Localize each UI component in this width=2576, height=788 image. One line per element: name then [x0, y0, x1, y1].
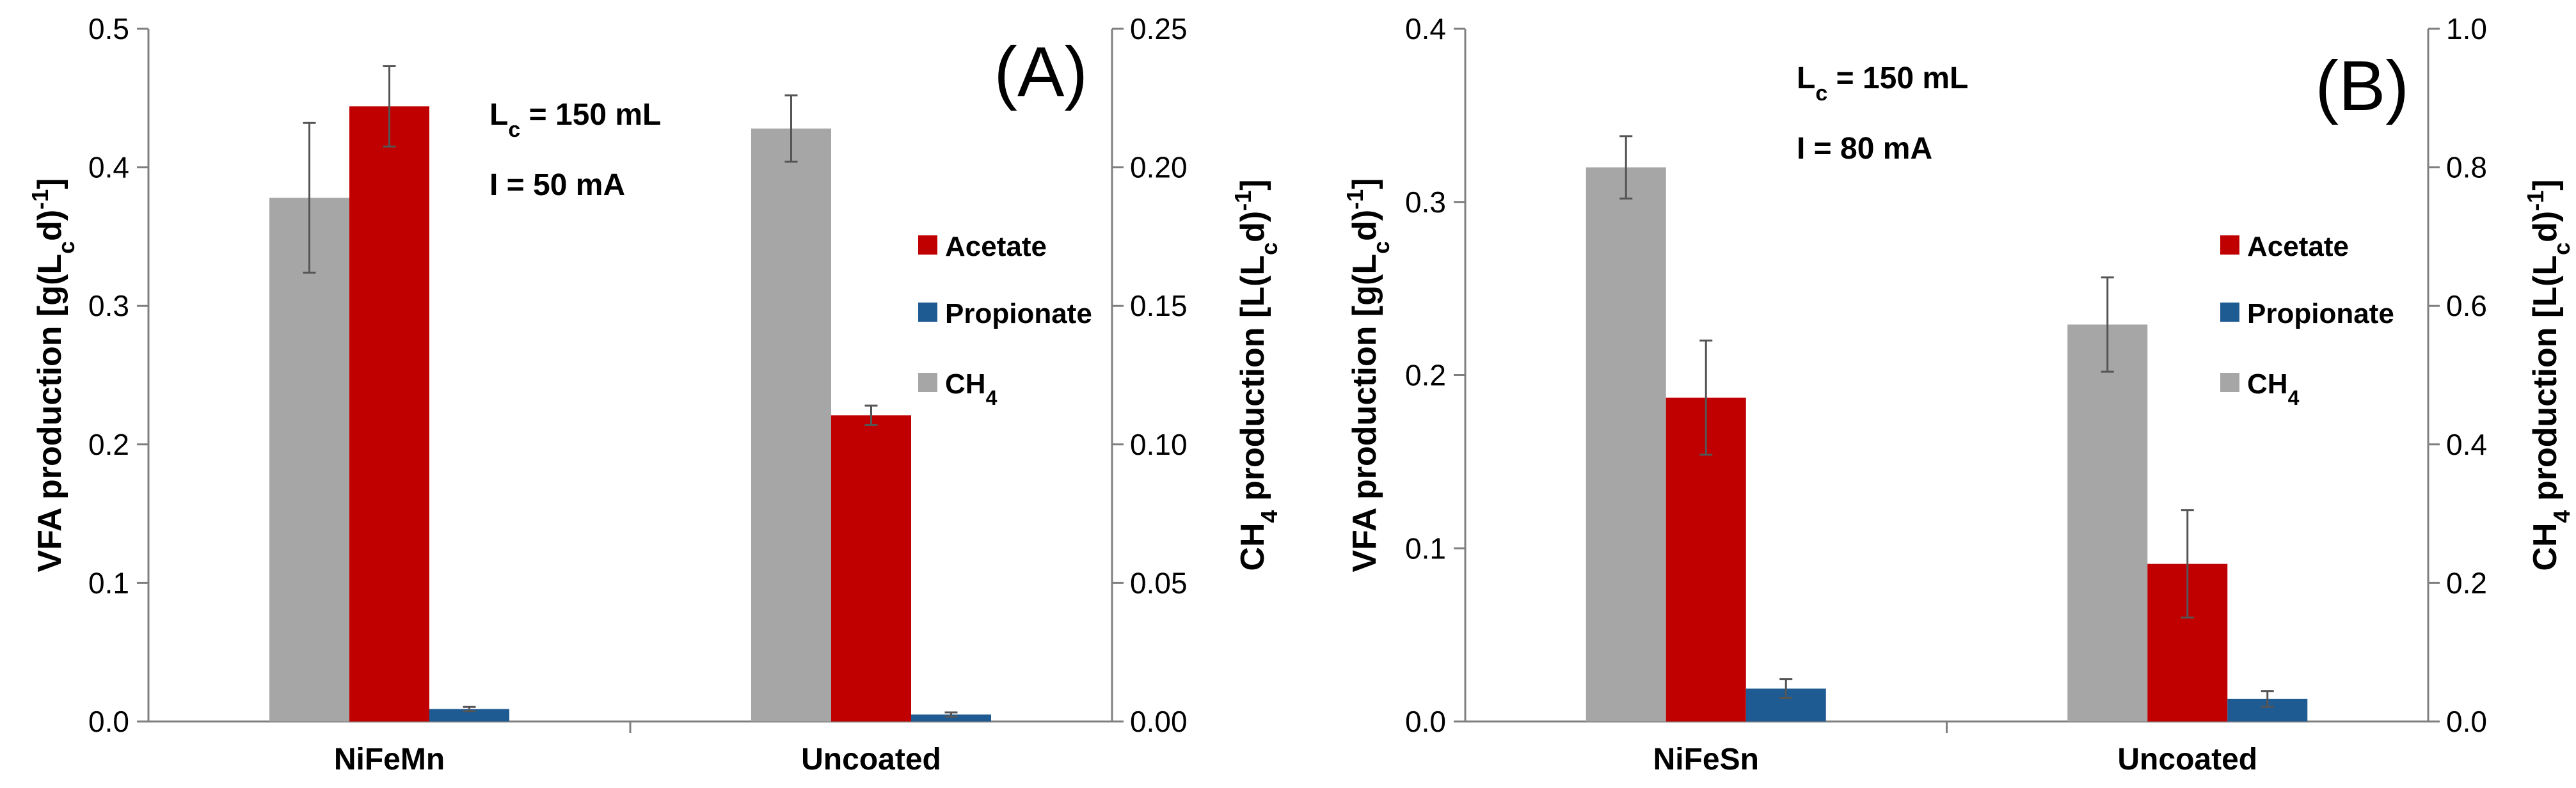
ylabel-subscript: c	[1256, 242, 1282, 255]
left-tick-label: 0.0	[88, 705, 129, 738]
right-tick-label: 0.8	[2446, 151, 2487, 184]
annotation-liquid-volume: Lc = 150 mL	[1797, 61, 1968, 106]
right-tick-label: 0.00	[1130, 705, 1188, 738]
legend-label-acetate: Acetate	[945, 231, 1047, 262]
category-label: NiFeSn	[1653, 743, 1759, 776]
annotation-subscript: c	[1815, 81, 1827, 106]
right-tick-label: 0.0	[2446, 705, 2487, 738]
ylabel-superscript: -1	[27, 189, 53, 210]
left-tick-label: 0.4	[1405, 12, 1446, 45]
left-tick-label: 0.1	[88, 566, 129, 599]
left-y-axis-label: VFA production [g(Lcd)-1]	[27, 178, 79, 572]
legend-swatch-propionate	[2220, 303, 2239, 322]
ylabel-subscript: c	[2548, 242, 2575, 255]
right-y-axis-label: CH4 production [L(Lcd)-1]	[1230, 179, 1282, 571]
right-tick-label: 1.0	[2446, 12, 2487, 45]
right-tick-label: 0.20	[1130, 151, 1188, 184]
left-tick-label: 0.3	[1405, 185, 1446, 219]
ylabel-superscript: -1	[1230, 191, 1256, 211]
right-tick-label: 0.4	[2446, 428, 2487, 461]
bar-acetate	[349, 106, 429, 721]
left-tick-label: 0.1	[1405, 532, 1446, 565]
chart-panel-1: 0.0 0.1 0.2 0.3 0.4 0.0 0.2 0.4 0.6 0.8 1.0 NiFeSn U…	[1342, 12, 2575, 776]
left-tick-label: 0.3	[88, 289, 129, 322]
legend-swatch-acetate	[918, 235, 937, 255]
legend-label-acetate: Acetate	[2247, 231, 2349, 262]
legend-swatch-propionate	[918, 303, 937, 322]
ylabel-superscript: -1	[2522, 191, 2548, 211]
ylabel-text: d)	[1346, 210, 1383, 241]
ylabel-subscript: c	[1368, 241, 1394, 254]
legend-label-propionate: Propionate	[945, 298, 1092, 329]
right-tick-label: 0.10	[1130, 428, 1188, 461]
bar-ch	[751, 128, 831, 721]
ylabel-subscript: c	[53, 241, 79, 254]
ylabel-text: d)	[2527, 211, 2564, 242]
annotation-text: L	[1797, 61, 1815, 95]
legend-swatch-ch	[2220, 373, 2239, 392]
ylabel-text: d)	[1234, 211, 1271, 242]
right-tick-label: 0.2	[2446, 566, 2487, 599]
ylabel-subscript: 4	[1256, 510, 1282, 523]
annotation-subscript: c	[508, 118, 520, 142]
annotation-current: I = 50 mA	[489, 168, 625, 202]
ylabel-superscript: -1	[1342, 189, 1368, 210]
panel-label: (A)	[994, 33, 1088, 111]
ylabel-text: d)	[31, 210, 68, 241]
annotation-current: I = 80 mA	[1797, 132, 1932, 166]
bar-ch	[269, 198, 349, 721]
legend-text: CH	[2247, 368, 2288, 400]
legend-text: Propionate	[945, 298, 1092, 329]
ylabel-text: ]	[2527, 179, 2564, 190]
right-tick-label: 0.6	[2446, 289, 2487, 322]
legend-text: CH	[945, 368, 986, 400]
ylabel-subscript: 4	[2548, 510, 2575, 523]
legend-label-ch: CH4	[945, 368, 998, 409]
legend-text: Acetate	[2247, 231, 2349, 262]
ylabel-text: ]	[31, 178, 68, 189]
left-tick-label: 0.0	[1405, 705, 1446, 738]
left-tick-label: 0.2	[1405, 359, 1446, 392]
annotation-liquid-volume: Lc = 150 mL	[489, 98, 661, 142]
category-label: Uncoated	[2117, 743, 2257, 776]
ylabel-text: production [L(L	[2527, 255, 2564, 510]
legend-text: Acetate	[945, 231, 1047, 262]
ylabel-text: ]	[1234, 179, 1271, 190]
annotation-text: L	[489, 98, 508, 132]
ylabel-text: ]	[1346, 178, 1383, 189]
right-tick-label: 0.15	[1130, 289, 1188, 322]
right-y-axis-label: CH4 production [L(Lcd)-1]	[2522, 179, 2575, 571]
legend-label-propionate: Propionate	[2247, 298, 2394, 329]
left-tick-label: 0.5	[88, 12, 129, 45]
annotation-text: = 150 mL	[520, 98, 661, 132]
legend-subscript: 4	[2288, 386, 2300, 409]
category-label: NiFeMn	[334, 743, 445, 776]
bar-ch	[2067, 324, 2148, 721]
right-tick-label: 0.25	[1130, 12, 1188, 45]
ylabel-text: VFA production [g(L	[31, 254, 68, 572]
bar-ch	[1586, 167, 1666, 722]
panel-label: (B)	[2315, 47, 2409, 125]
legend-subscript: 4	[986, 386, 998, 409]
left-tick-label: 0.2	[88, 428, 129, 461]
legend-text: Propionate	[2247, 298, 2394, 329]
ylabel-text: CH	[1234, 523, 1271, 571]
left-tick-label: 0.4	[88, 151, 129, 184]
legend-label-ch: CH4	[2247, 368, 2300, 409]
left-y-axis-label: VFA production [g(Lcd)-1]	[1342, 178, 1394, 572]
bar-propionate	[429, 709, 509, 721]
category-label: Uncoated	[801, 743, 941, 776]
annotation-text: = 150 mL	[1827, 61, 1968, 95]
legend-swatch-ch	[918, 373, 937, 392]
bar-acetate	[831, 415, 911, 721]
legend-swatch-acetate	[2220, 235, 2239, 255]
ylabel-text: production [L(L	[1234, 255, 1271, 510]
right-tick-label: 0.05	[1130, 566, 1188, 599]
bar-propionate	[911, 714, 991, 721]
ylabel-text: CH	[2527, 523, 2564, 571]
ylabel-text: VFA production [g(L	[1346, 254, 1383, 572]
chart-panel-0: 0.0 0.1 0.2 0.3 0.4 0.5 0.00 0.05 0.10 0.15 0.20 0.…	[27, 12, 1282, 776]
